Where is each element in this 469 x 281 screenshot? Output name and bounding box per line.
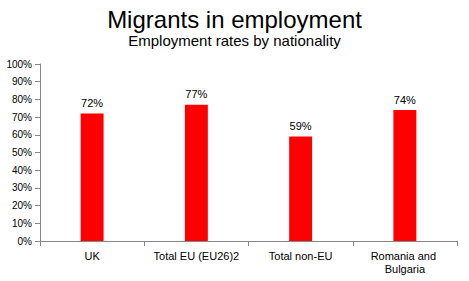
svg-text:90%: 90%: [12, 76, 32, 87]
svg-text:40%: 40%: [12, 165, 32, 176]
svg-text:Total EU (EU26)2: Total EU (EU26)2: [154, 250, 240, 262]
svg-text:0%: 0%: [18, 236, 33, 247]
svg-text:Bulgaria: Bulgaria: [385, 263, 426, 275]
svg-text:77%: 77%: [185, 88, 207, 100]
svg-text:Employment rates by nationalit: Employment rates by nationality: [128, 32, 341, 49]
svg-text:60%: 60%: [12, 129, 32, 140]
svg-text:20%: 20%: [12, 200, 32, 211]
svg-text:72%: 72%: [81, 97, 103, 109]
svg-text:UK: UK: [84, 250, 100, 262]
svg-text:30%: 30%: [12, 182, 32, 193]
svg-text:Migrants in employment: Migrants in employment: [107, 6, 362, 33]
svg-text:Total non-EU: Total non-EU: [269, 250, 333, 262]
svg-text:10%: 10%: [12, 218, 32, 229]
svg-text:100%: 100%: [6, 59, 32, 70]
svg-text:74%: 74%: [394, 94, 416, 106]
svg-text:80%: 80%: [12, 94, 32, 105]
svg-text:50%: 50%: [12, 147, 32, 158]
svg-text:59%: 59%: [290, 120, 312, 132]
svg-text:Romania and: Romania and: [371, 250, 440, 262]
svg-text:70%: 70%: [12, 112, 32, 123]
